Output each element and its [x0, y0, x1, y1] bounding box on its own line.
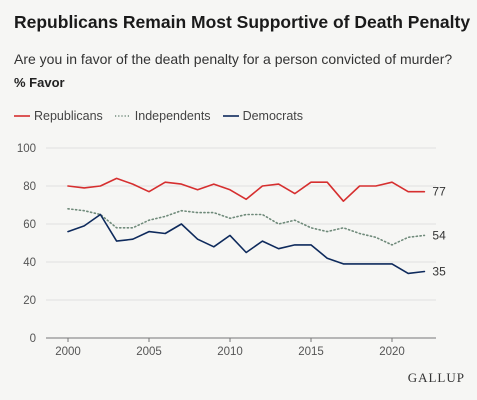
x-tick-label: 2015	[298, 346, 324, 358]
legend-swatch-republicans	[14, 115, 30, 117]
chart-title: Republicans Remain Most Supportive of De…	[14, 12, 471, 32]
y-tick-label: 20	[23, 295, 36, 307]
x-tick-label: 2005	[136, 346, 162, 358]
series-line-independents	[67, 208, 426, 246]
end-label-independents: 54	[432, 228, 446, 242]
legend-item-republicans: Republicans	[14, 109, 103, 123]
legend-swatch-independents	[114, 115, 131, 117]
legend-item-independents: Independents	[114, 109, 211, 123]
legend: Republicans Independents Democrats	[14, 109, 315, 123]
chart-subtitle: Are you in favor of the death penalty fo…	[14, 51, 453, 67]
legend-label-republicans: Republicans	[34, 109, 103, 123]
series-line-republicans	[67, 177, 426, 202]
gallup-logo: GALLUP	[407, 370, 465, 385]
x-tick-label: 2020	[379, 346, 405, 358]
legend-item-democrats: Democrats	[222, 109, 303, 123]
legend-label-independents: Independents	[134, 109, 211, 123]
measure-label: % Favor	[14, 75, 65, 90]
y-tick-label: 100	[17, 143, 36, 155]
end-label-republicans: 77	[432, 185, 446, 199]
legend-swatch-democrats	[222, 115, 239, 117]
y-tick-label: 0	[30, 333, 36, 345]
legend-label-democrats: Democrats	[242, 109, 303, 123]
y-tick-label: 60	[23, 219, 36, 231]
end-label-democrats: 35	[432, 265, 446, 279]
y-tick-label: 40	[23, 257, 36, 269]
x-tick-label: 2000	[55, 346, 81, 358]
x-tick-label: 2010	[217, 346, 243, 358]
series-line-democrats	[67, 213, 426, 275]
y-tick-label: 80	[23, 181, 36, 193]
